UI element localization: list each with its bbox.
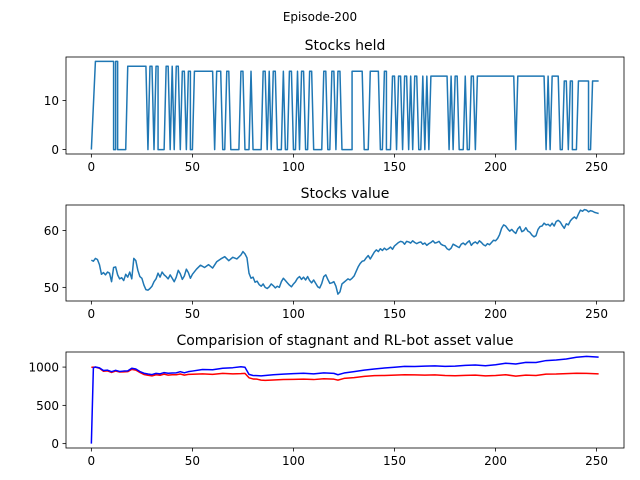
figure-suptitle: Episode-200 (283, 10, 357, 24)
subplot-1-xtick-label: 100 (282, 160, 305, 174)
subplot-3-title: Comparision of stagnant and RL-bot asset… (176, 333, 513, 349)
subplot-3-xtick-label: 150 (383, 454, 406, 468)
subplot-1-ytick-label: 0 (51, 143, 59, 157)
subplot-2-xtick-label: 0 (88, 307, 96, 321)
subplot-2-ytick-label: 60 (44, 224, 59, 238)
subplot-2-xtick-label: 200 (484, 307, 507, 321)
subplot-3-xtick-label: 100 (282, 454, 305, 468)
subplot-3-ytick-label: 500 (36, 399, 59, 413)
subplot-2-series-1-line (90, 208, 599, 295)
subplot-1: Stocks held 0 50 100 150 200 250 0 10 (44, 38, 625, 174)
subplot-2-ytick-label: 50 (44, 281, 59, 295)
subplot-2-xtick-label: 250 (585, 307, 608, 321)
subplot-3: Comparision of stagnant and RL-bot asset… (28, 333, 625, 468)
subplot-3-series-2-line (90, 355, 599, 444)
subplot-2-frame (65, 204, 625, 302)
subplot-1-frame (65, 56, 625, 155)
subplot-1-title: Stocks held (305, 38, 386, 54)
subplot-1-xtick-label: 0 (88, 160, 96, 174)
subplot-2-xtick-label: 100 (282, 307, 305, 321)
subplot-2: Stocks value 0 50 100 150 200 250 50 60 (44, 186, 625, 321)
subplot-2-xtick-label: 50 (185, 307, 200, 321)
subplot-3-frame (65, 351, 625, 449)
subplot-3-xtick-label: 200 (484, 454, 507, 468)
subplot-3-series-1-line (91, 366, 599, 382)
subplot-2-xtick-label: 150 (383, 307, 406, 321)
subplot-3-ytick-label: 1000 (28, 361, 59, 375)
subplot-1-xtick-label: 250 (585, 160, 608, 174)
subplot-2-title: Stocks value (301, 186, 390, 202)
subplot-1-xtick-label: 150 (383, 160, 406, 174)
subplot-3-ytick-label: 0 (51, 437, 59, 451)
subplot-3-xtick-label: 0 (88, 454, 96, 468)
subplot-1-xtick-label: 200 (484, 160, 507, 174)
subplot-1-series-1-line (90, 60, 599, 151)
subplot-1-xtick-label: 50 (185, 160, 200, 174)
subplot-3-xtick-label: 250 (585, 454, 608, 468)
subplots: Stocks held 0 50 100 150 200 250 0 10 Stocks valu… (28, 38, 625, 468)
subplot-1-ytick-label: 10 (44, 94, 59, 108)
subplot-3-xtick-label: 50 (185, 454, 200, 468)
